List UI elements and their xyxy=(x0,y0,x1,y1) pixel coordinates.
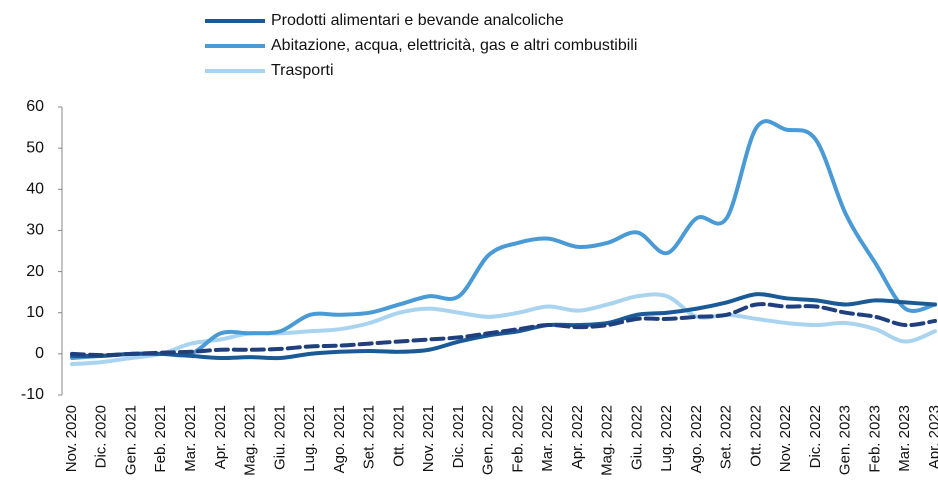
y-tick-label: 60 xyxy=(26,98,44,115)
x-tick-label: Feb. 2021 xyxy=(152,405,169,473)
x-tick-label: Feb. 2022 xyxy=(509,405,526,473)
x-tick-label: Lug. 2021 xyxy=(301,405,318,472)
x-tick-label: Ott. 2021 xyxy=(390,405,407,467)
x-tick-label: Lug. 2022 xyxy=(658,405,675,472)
y-tick-label: 10 xyxy=(26,304,44,321)
x-tick-label: Mar. 2023 xyxy=(896,405,913,472)
legend-label: Trasporti xyxy=(271,62,334,79)
y-tick-label: 40 xyxy=(26,181,44,198)
x-tick-label: Giu. 2021 xyxy=(271,405,288,470)
series-line xyxy=(70,302,937,358)
x-tick-label: Nov. 2022 xyxy=(777,405,794,472)
x-tick-label: Gen. 2022 xyxy=(480,405,497,475)
x-tick-label: Set. 2022 xyxy=(718,405,735,469)
x-tick-label: Apr. 2022 xyxy=(569,405,586,469)
series-line xyxy=(70,292,937,361)
x-tick-label: Dic. 2020 xyxy=(93,405,110,468)
x-tick-label: Mag. 2021 xyxy=(242,405,259,476)
legend-label: Prodotti alimentari e bevande analcolich… xyxy=(271,12,564,29)
x-tick-label: Set. 2021 xyxy=(361,405,378,469)
series-line xyxy=(70,119,937,360)
x-tick-label: Ott. 2022 xyxy=(747,405,764,467)
x-tick-label: Dic. 2022 xyxy=(807,405,824,468)
x-tick-label: Mar. 2021 xyxy=(182,405,199,472)
x-tick-label: Mar. 2022 xyxy=(539,405,556,472)
x-tick-label: Ago. 2021 xyxy=(331,405,348,473)
x-tick-label: Feb. 2023 xyxy=(866,405,883,473)
x-tick-label: Dic. 2021 xyxy=(450,405,467,468)
y-tick-label: 0 xyxy=(35,345,44,362)
y-tick-label: 50 xyxy=(26,139,44,156)
x-tick-label: Gen. 2021 xyxy=(122,405,139,475)
legend-label: Abitazione, acqua, elettricità, gas e al… xyxy=(271,37,637,54)
x-tick-label: Nov. 2021 xyxy=(420,405,437,472)
y-tick-label: 30 xyxy=(26,222,44,239)
y-tick-label: 20 xyxy=(26,263,44,280)
x-tick-label: Apr. 2023 xyxy=(926,405,938,469)
y-tick-label: -10 xyxy=(21,386,44,403)
x-tick-label: Giu. 2022 xyxy=(628,405,645,470)
x-tick-label: Ago. 2022 xyxy=(688,405,705,473)
x-tick-label: Gen. 2023 xyxy=(837,405,854,475)
x-tick-label: Nov. 2020 xyxy=(63,405,80,472)
x-tick-label: Mag. 2022 xyxy=(599,405,616,476)
x-tick-label: Apr. 2021 xyxy=(212,405,229,469)
series-line xyxy=(70,292,937,367)
